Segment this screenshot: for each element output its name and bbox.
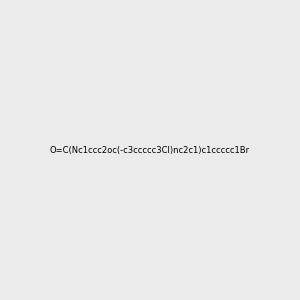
Text: O=C(Nc1ccc2oc(-c3ccccc3Cl)nc2c1)c1ccccc1Br: O=C(Nc1ccc2oc(-c3ccccc3Cl)nc2c1)c1ccccc1… [50,146,250,154]
